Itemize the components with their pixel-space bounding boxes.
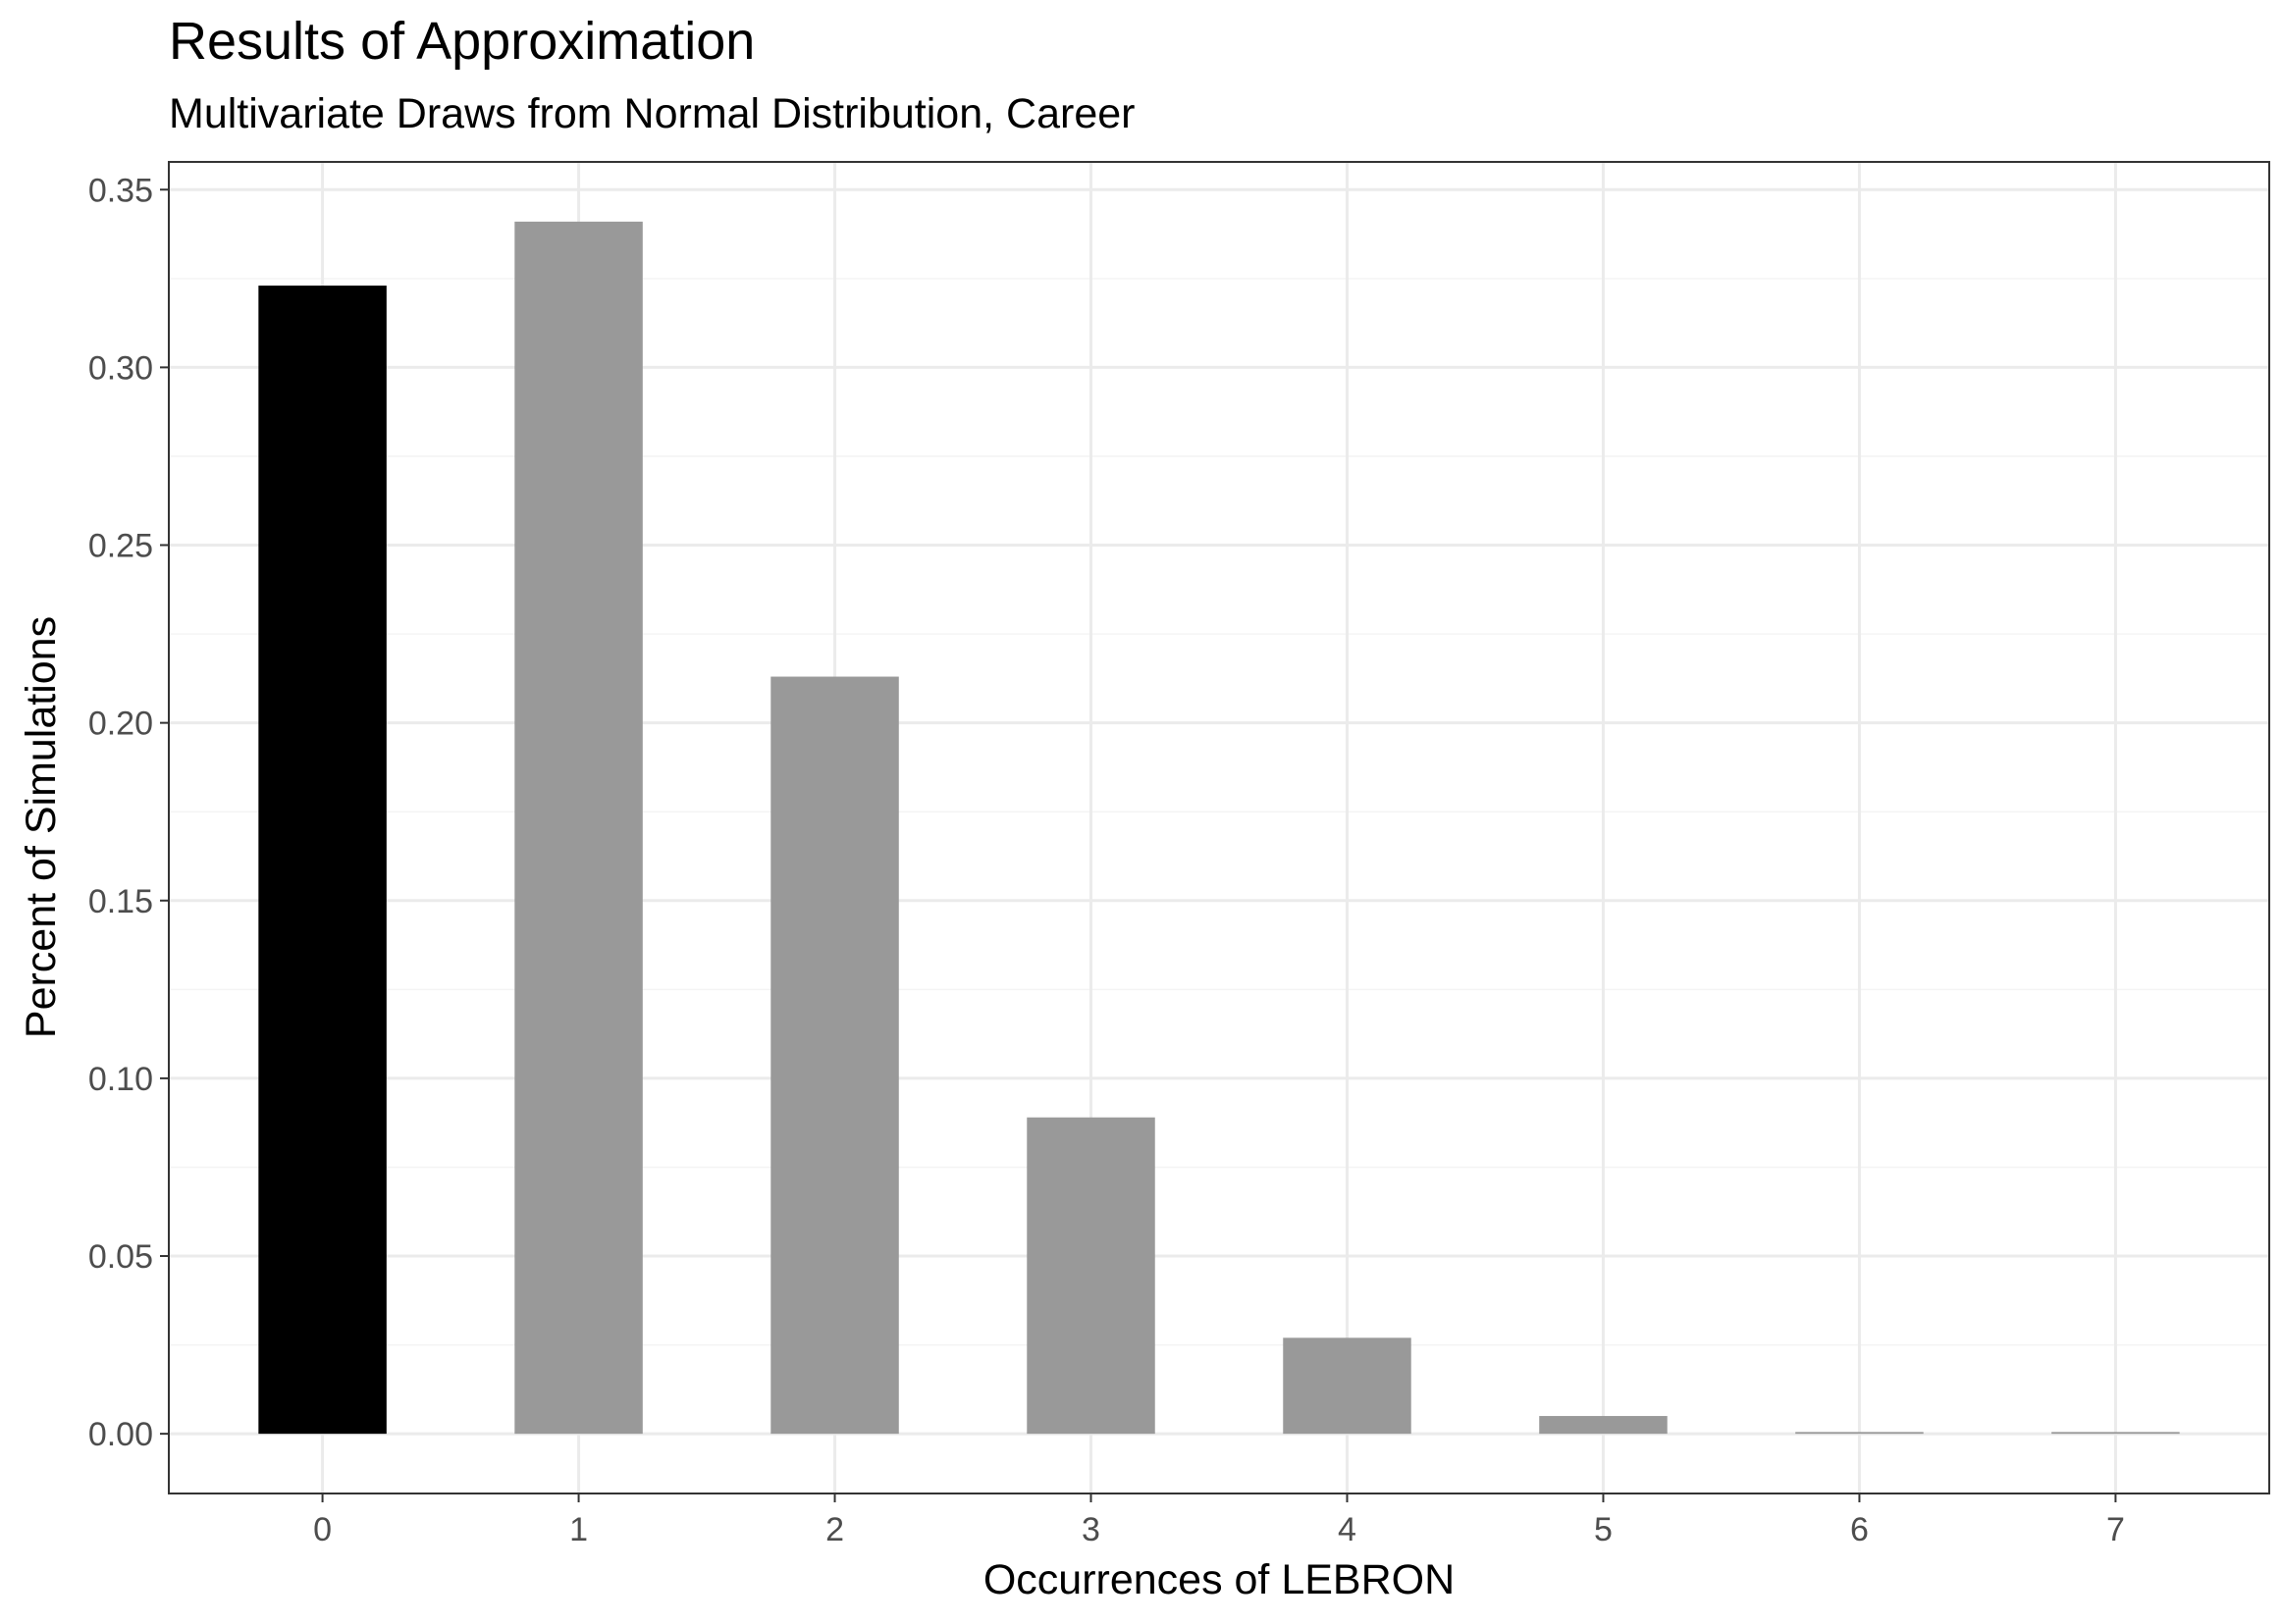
bar-6	[1795, 1432, 1924, 1435]
bar-2	[770, 676, 899, 1435]
x-tick-label: 5	[1594, 1511, 1613, 1548]
bar-3	[1027, 1117, 1155, 1435]
y-tick-label: 0.30	[88, 349, 153, 387]
bars	[258, 221, 2180, 1435]
y-tick-label: 0.00	[88, 1416, 153, 1453]
x-tick-label: 6	[1850, 1511, 1869, 1548]
bar-7	[2051, 1432, 2180, 1435]
bar-4	[1283, 1337, 1411, 1435]
x-tick-label: 0	[313, 1511, 332, 1548]
y-axis: 0.00 0.05 0.10 0.15 0.20 0.25 0.30 0.35	[88, 172, 169, 1453]
x-tick-label: 3	[1082, 1511, 1100, 1548]
x-axis: 0 1 2 3 4 5 6 7	[313, 1493, 2125, 1548]
y-tick-label: 0.05	[88, 1238, 153, 1276]
chart-subtitle: Multivariate Draws from Normal Distribut…	[169, 90, 1135, 137]
bar-5	[1539, 1416, 1668, 1435]
x-axis-title: Occurrences of LEBRON	[983, 1556, 1455, 1603]
grid-lines	[169, 162, 2269, 1493]
y-tick-label: 0.35	[88, 172, 153, 209]
y-tick-label: 0.20	[88, 706, 153, 743]
x-tick-label: 2	[825, 1511, 844, 1548]
x-tick-label: 7	[2106, 1511, 2125, 1548]
chart-title: Results of Approximation	[169, 12, 755, 71]
panel-border	[168, 161, 2270, 1494]
y-tick-label: 0.25	[88, 528, 153, 565]
y-axis-title: Percent of Simulations	[18, 616, 65, 1038]
x-tick-label: 4	[1338, 1511, 1356, 1548]
y-tick-label: 0.15	[88, 883, 153, 920]
bar-1	[514, 221, 643, 1435]
bar-0	[258, 286, 387, 1435]
y-tick-label: 0.10	[88, 1061, 153, 1098]
x-tick-label: 1	[569, 1511, 588, 1548]
